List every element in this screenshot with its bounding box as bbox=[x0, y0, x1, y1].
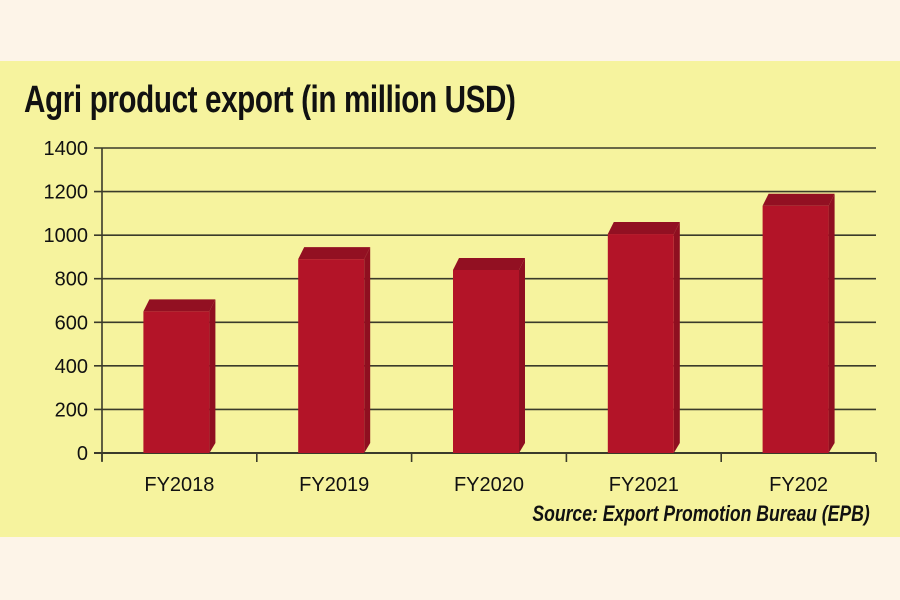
x-tick-label: FY2019 bbox=[299, 474, 369, 496]
chart-title: Agri product export (in million USD) bbox=[24, 79, 516, 121]
x-tick-label: FY2018 bbox=[144, 474, 214, 496]
y-tick-label: 800 bbox=[55, 269, 88, 291]
bar-side bbox=[209, 299, 216, 453]
x-tick-label: FY2020 bbox=[454, 474, 524, 496]
bar-side bbox=[519, 258, 525, 453]
bar-top bbox=[298, 247, 371, 260]
bar-top bbox=[143, 299, 216, 312]
bar bbox=[762, 205, 829, 453]
bar-side bbox=[673, 222, 680, 453]
bar bbox=[143, 311, 210, 453]
bar-top bbox=[762, 193, 835, 206]
y-tick-label: 1200 bbox=[44, 182, 89, 204]
y-tick-label: 200 bbox=[55, 399, 88, 421]
bar-side bbox=[828, 193, 835, 453]
y-tick-label: 600 bbox=[55, 312, 88, 334]
x-tick-label: FY202 bbox=[769, 474, 828, 496]
y-tick-label: 400 bbox=[55, 356, 88, 378]
chart-source: Source: Export Promotion Bureau (EPB) bbox=[532, 501, 870, 526]
bar-top bbox=[453, 258, 525, 270]
y-tick-label: 1000 bbox=[44, 225, 89, 247]
chart-panel: Agri product export (in million USD) Sou… bbox=[0, 61, 900, 537]
bar-side bbox=[364, 247, 371, 453]
y-tick-label: 0 bbox=[77, 443, 88, 465]
bar-top bbox=[607, 222, 680, 235]
bar bbox=[453, 270, 519, 453]
bar bbox=[298, 259, 365, 453]
bar bbox=[607, 234, 674, 453]
x-tick-label: FY2021 bbox=[609, 474, 679, 496]
y-tick-label: 1400 bbox=[44, 138, 89, 160]
